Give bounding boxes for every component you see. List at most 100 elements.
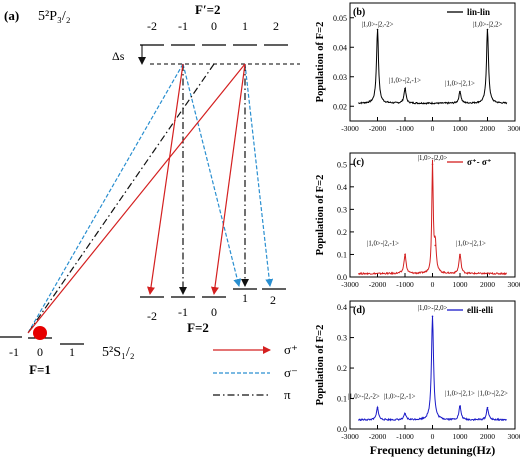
lower-m-labels: -2 -1 0 1 2: [147, 291, 276, 323]
y-tick-label: 0.0: [337, 273, 347, 282]
y-tick-label: 0.1: [337, 395, 347, 404]
y-axis-label: Population of F=2: [315, 22, 326, 103]
ground-m-label: 0: [37, 345, 43, 359]
upper-m-label: 2: [273, 19, 279, 33]
upper-F-label: F′=2: [195, 2, 221, 17]
x-tick-label: 0: [431, 124, 435, 133]
chart-panel: 0.0 0.1 0.2 0.3 0.4 0.5 -3000 -2000 -1000 0 1000 20…: [315, 152, 520, 289]
y-tick-label: 0.3: [337, 205, 347, 214]
ground-state-label: 5²S₁/₂: [102, 345, 135, 360]
x-tick-label: 3000: [508, 432, 520, 441]
x-tick-label: 1000: [453, 432, 468, 441]
lower-m-label: 2: [270, 293, 276, 307]
x-tick-label: 1000: [453, 124, 468, 133]
sigma-minus-line: [27, 63, 184, 334]
peak-annotation: |1,0>-|2,-1>: [367, 240, 399, 247]
lower-m-label: 0: [211, 305, 217, 319]
pi-line: [27, 63, 215, 334]
y-axis-label: Population of F=2: [315, 325, 326, 406]
peak-annotation: |1,0>-|2,2>: [478, 390, 508, 397]
x-tick-label: -1000: [396, 432, 414, 441]
x-tick-label: 0: [431, 432, 435, 441]
x-tick-label: 3000: [508, 124, 520, 133]
y-tick-label: 0.0: [337, 425, 347, 434]
data-series-line: [357, 159, 507, 276]
y-tick-label: 0.2: [337, 364, 347, 373]
peak-point: [434, 244, 437, 247]
y-tick-label: 0.1: [337, 250, 347, 259]
lower-m-label: -2: [147, 309, 157, 323]
y-tick-label: 0.4: [337, 303, 347, 312]
legend-label: lin-lin: [467, 7, 490, 17]
y-tick-label: 0.03: [333, 73, 347, 82]
peak-point: [404, 412, 406, 415]
lower-m-label: 1: [242, 291, 248, 305]
legend-pi: π: [284, 387, 291, 402]
legend-label: elli-elli: [467, 305, 493, 315]
x-axis-label: Frequency detuning(Hz): [370, 443, 495, 457]
peak-annotation: |1,0>-|2,2>: [473, 22, 503, 29]
legend-sigma-plus: σ⁺: [284, 342, 298, 357]
ground-m-labels: -1 0 1: [9, 345, 75, 359]
peak-annotation: |1,0>-|2,-1>: [389, 78, 421, 85]
data-series-line: [357, 316, 507, 422]
ground-m-label: 1: [69, 345, 75, 359]
peak-point: [404, 253, 406, 256]
peak-point: [486, 28, 489, 31]
upper-state-label: 5²P₃/₂: [38, 9, 71, 24]
panel-label: (c): [353, 157, 364, 168]
x-tick-label: -2000: [369, 432, 387, 441]
x-tick-label: 2000: [480, 124, 495, 133]
x-tick-label: -1000: [396, 280, 414, 289]
x-tick-label: -3000: [341, 280, 359, 289]
y-tick-label: 0.02: [333, 102, 347, 111]
x-tick-label: 0: [431, 280, 435, 289]
y-tick-label: 0.04: [333, 43, 347, 52]
peak-point: [404, 87, 406, 90]
peak-point: [459, 405, 461, 407]
legend-sigma-minus: σ⁻: [284, 365, 298, 380]
y-tick-label: 0.4: [337, 183, 347, 192]
x-tick-label: -1000: [396, 124, 414, 133]
panel-label: (b): [353, 7, 365, 18]
panel-label: (d): [353, 305, 365, 316]
peak-annotation: |1,0>-|2,-2>: [362, 22, 394, 29]
upper-m-label: 1: [242, 19, 248, 33]
peak-point: [431, 163, 434, 166]
sigma-plus-line: [147, 63, 184, 295]
sigma-plus-line: [27, 63, 246, 334]
peak-annotation: |1,0>-|2,1>: [445, 81, 475, 88]
charts: 0.02 0.03 0.04 0.05 -3000 -2000 -1000 0 1000 2000…: [315, 2, 520, 457]
sigma-minus-line: [244, 63, 274, 287]
lower-F-label: F=2: [187, 320, 209, 335]
chart-panel: 0.02 0.03 0.04 0.05 -3000 -2000 -1000 0 1000 2000…: [315, 2, 520, 133]
delta-label: Δs: [112, 49, 125, 63]
peak-point: [459, 253, 461, 256]
ground-F-label: F=1: [29, 362, 51, 377]
upper-m-label: -1: [178, 19, 188, 33]
peak-point: [459, 90, 461, 93]
lower-m-label: -1: [178, 305, 188, 319]
panel-a: (a) 5²P₃/₂ F′=2 -2 -1 0 1 2 Δs: [0, 2, 300, 402]
data-series-line: [358, 29, 508, 105]
x-tick-label: -3000: [341, 124, 359, 133]
transition-legend: σ⁺ σ⁻ π: [213, 342, 298, 402]
peak-annotation: |1,0>-|2,-1>: [384, 394, 416, 401]
y-tick-label: 0.5: [337, 160, 347, 169]
chart-panel: 0.0 0.1 0.2 0.3 0.4 -3000 -2000 -1000 0 1000 2000 3…: [315, 300, 520, 457]
x-tick-label: -3000: [341, 432, 359, 441]
x-tick-label: -2000: [369, 124, 387, 133]
peak-annotation: |1,0>-|2,1>: [445, 390, 475, 397]
x-tick-label: 2000: [480, 280, 495, 289]
y-tick-label: 0.3: [337, 334, 347, 343]
x-tick-label: 2000: [480, 432, 495, 441]
y-tick-label: 0.05: [333, 14, 347, 23]
peak-point: [431, 315, 434, 318]
peak-annotation: |1,0>-|2,0>: [418, 155, 448, 162]
x-tick-label: -2000: [369, 280, 387, 289]
peak-annotation: |1,0>-|2,-2>: [348, 394, 380, 401]
transitions: [27, 63, 274, 334]
upper-m-label: 0: [211, 19, 217, 33]
legend-label: σ⁺- σ⁺: [467, 157, 492, 167]
